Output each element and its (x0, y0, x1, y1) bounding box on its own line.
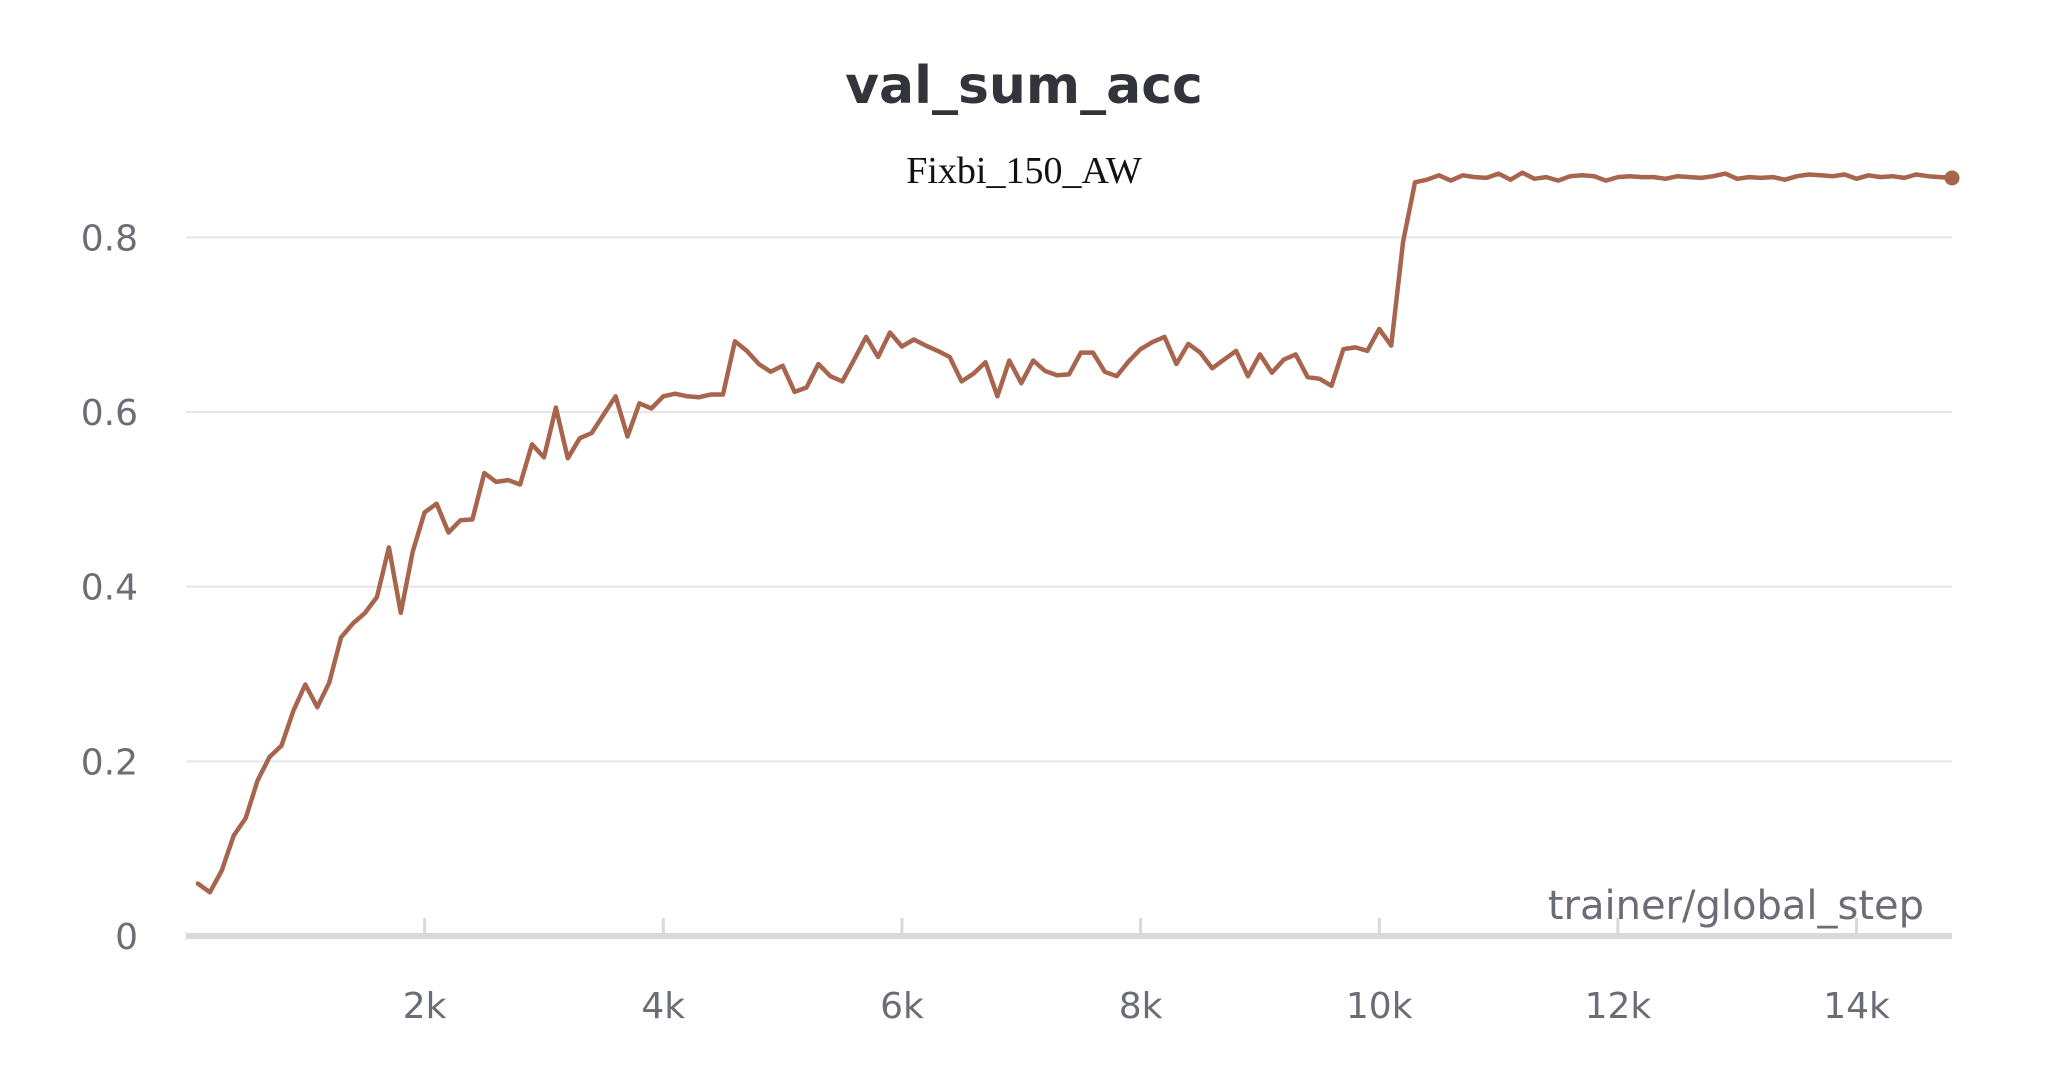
x-tick-label: 14k (1823, 986, 1890, 1027)
x-tick-label: 10k (1346, 986, 1413, 1027)
chart-title: val_sum_acc (845, 56, 1203, 116)
x-axis-title: trainer/global_step (1548, 883, 1924, 929)
series-layer (195, 170, 1960, 895)
x-tick-label: 8k (1119, 986, 1163, 1027)
x-tick-label: 2k (403, 986, 447, 1027)
x-tick-label: 12k (1585, 986, 1652, 1027)
y-tick-label: 0.8 (81, 218, 138, 259)
series-line (195, 170, 1955, 895)
x-tick-label: 6k (880, 986, 924, 1027)
y-tick-label: 0.6 (81, 393, 138, 434)
y-axis-tick-labels: 0 0.2 0.4 0.6 0.8 (81, 218, 138, 958)
x-axis (186, 918, 1952, 939)
x-axis-tick-labels: 2k 4k 6k 8k 10k 12k 14k (403, 986, 1890, 1027)
gridlines (186, 236, 1952, 763)
series-end-point (1944, 170, 1960, 186)
x-tick-label: 4k (641, 986, 685, 1027)
y-tick-label: 0.2 (81, 742, 138, 783)
y-tick-label: 0 (115, 917, 138, 958)
y-tick-label: 0.4 (81, 568, 138, 609)
chart-subtitle: Fixbi_150_AW (906, 150, 1142, 192)
